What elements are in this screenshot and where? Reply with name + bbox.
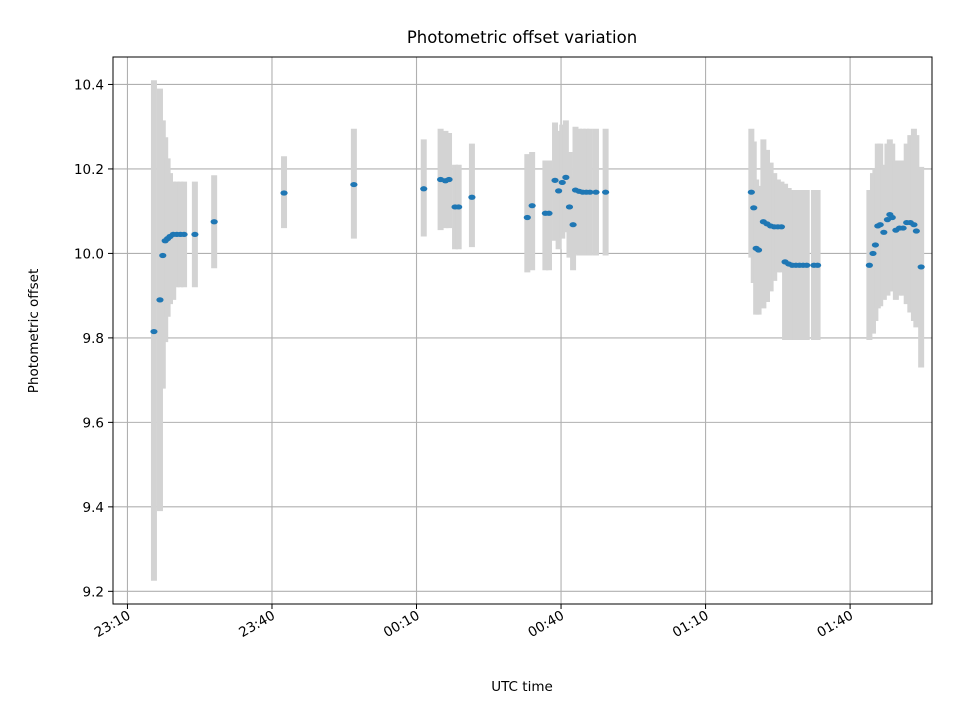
data-point — [813, 262, 822, 268]
data-point — [455, 204, 463, 210]
y-axis-label: Photometric offset — [26, 269, 42, 393]
data-point — [159, 252, 167, 259]
data-point — [545, 210, 553, 216]
data-point — [592, 189, 600, 195]
data-point — [551, 177, 559, 183]
y-tick-label: 10.4 — [74, 77, 104, 93]
data-point — [912, 228, 920, 234]
data-point — [528, 203, 536, 209]
data-point — [754, 247, 763, 253]
y-tick-label: 9.2 — [83, 584, 104, 600]
data-point — [420, 186, 428, 192]
data-point — [468, 194, 476, 200]
data-point — [150, 328, 158, 335]
data-point — [586, 189, 594, 195]
data-point — [156, 297, 164, 303]
data-point — [871, 242, 879, 248]
data-point — [876, 222, 884, 228]
data-point — [445, 176, 453, 183]
data-point — [523, 214, 531, 221]
data-point — [210, 219, 218, 225]
y-tick-label: 10.0 — [74, 246, 104, 262]
chart-title: Photometric offset variation — [407, 28, 637, 47]
y-axis: 9.2 9.4 9.6 9.8 10.0 10.2 10.4 — [74, 77, 113, 600]
data-point — [888, 214, 896, 221]
data-point — [750, 205, 758, 211]
data-point — [280, 190, 288, 196]
data-point — [899, 225, 907, 231]
y-tick-label: 9.4 — [83, 500, 104, 516]
data-point — [747, 189, 755, 195]
data-point — [562, 174, 570, 180]
data-point — [803, 262, 811, 268]
data-point — [777, 224, 786, 230]
y-tick-label: 10.2 — [74, 162, 104, 178]
data-point — [602, 189, 610, 195]
data-point — [558, 179, 566, 186]
data-point — [917, 264, 925, 270]
data-points — [150, 174, 925, 335]
plot-frame — [112, 56, 933, 605]
data-point — [191, 231, 199, 238]
data-point — [865, 262, 873, 268]
data-point — [880, 229, 888, 235]
data-point — [565, 204, 574, 210]
data-point — [350, 181, 358, 188]
data-point — [910, 222, 918, 228]
data-point — [555, 188, 563, 194]
data-point — [569, 222, 577, 228]
data-point — [180, 231, 188, 238]
y-tick-label: 9.8 — [83, 331, 104, 347]
x-axis-label: UTC time — [491, 679, 553, 695]
y-tick-label: 9.6 — [83, 415, 104, 431]
data-point — [869, 250, 877, 257]
